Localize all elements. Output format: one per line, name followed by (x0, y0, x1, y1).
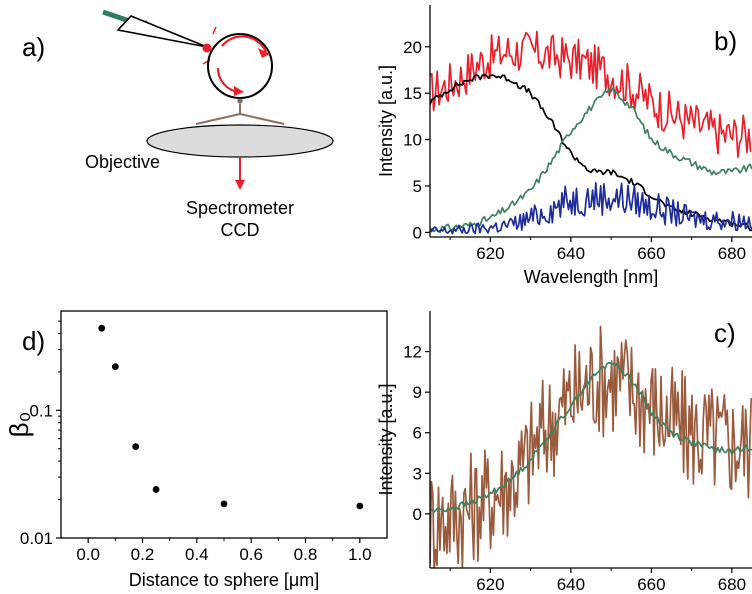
chart-b-series-line-0 (430, 30, 752, 158)
chart-d-y-tick-label-0: 0.01 (20, 529, 53, 548)
chart-b-x-tick-label-0: 620 (476, 244, 504, 263)
chart-d-x-tick-label-4: 0.8 (294, 545, 318, 564)
scatter-ray-1 (212, 26, 217, 35)
chart-d-point-0 (98, 324, 106, 332)
sphere (207, 33, 273, 99)
objective-lens (146, 124, 334, 158)
chart-d-x-tick-label-2: 0.4 (185, 545, 209, 564)
chart-d-x-tick-label-3: 0.6 (239, 545, 263, 564)
chart-d-point-3 (152, 486, 160, 493)
panel-label-b: b) (714, 26, 737, 56)
chart-d-point-5 (356, 502, 364, 510)
chart-panel-c: 620640660680036912Wavelength [nm]Intensi… (376, 311, 752, 594)
chart-d-plot-area (98, 324, 364, 510)
chart-c-y-tick-label-0: 0 (413, 505, 422, 524)
chart-c-y-tick-label-4: 12 (403, 343, 422, 362)
chart-c-y-tick-label-3: 9 (413, 383, 422, 402)
chart-c-x-tick-label-2: 660 (637, 575, 665, 594)
detection-arrowhead (235, 180, 245, 190)
panel-label-d: d) (22, 326, 45, 356)
chart-b-plot-area (430, 30, 752, 235)
chart-panel-b: 620 640 660 680 0 5 10 15 20 Wavelength [nm] Inten… (376, 5, 752, 287)
chart-d-point-4 (220, 500, 228, 508)
chart-b-x-tick-label-3: 680 (718, 244, 746, 263)
fiber-tip (116, 15, 208, 48)
probe-dot (237, 98, 243, 104)
objective-label: Objective (85, 152, 160, 172)
chart-d-x-tick-label-1: 0.2 (131, 545, 155, 564)
panel-label-a: a) (22, 32, 45, 62)
chart-b-x-tick-label-1: 640 (557, 244, 585, 263)
chart-b-y-tick-label-0: 0 (413, 223, 422, 242)
chart-panel-d: 0.0 0.2 0.4 0.6 0.8 1.0 0.01 0.1 Distance to sph… (4, 310, 388, 590)
chart-b-series-line-3 (430, 182, 752, 235)
chart-b-y-tick-label-3: 15 (403, 84, 422, 103)
probe-leg-left (195, 113, 241, 125)
circulating-mode-arrowhead-1 (258, 48, 270, 58)
chart-d-y-axis-label: β₀ (4, 412, 34, 438)
chart-b-x-axis-label: Wavelength [nm] (524, 267, 658, 287)
chart-c-x-tick-label-1: 640 (557, 575, 585, 594)
spectrometer-label: Spectrometer (186, 198, 294, 218)
chart-b-x-tick-label-2: 660 (637, 244, 665, 263)
schematic-panel: a) Objective Spectrometer CCD (22, 9, 334, 240)
chart-c-y-tick-label-1: 3 (413, 464, 422, 483)
chart-c-x-tick-label-3: 680 (718, 575, 746, 594)
chart-d-x-tick-label-0: 0.0 (76, 545, 100, 564)
chart-b-y-tick-label-2: 10 (403, 131, 422, 150)
chart-c-series-line-0 (430, 325, 752, 568)
chart-c-y-tick-label-2: 6 (413, 424, 422, 443)
circulating-mode-arrow-1 (221, 35, 268, 53)
chart-d-x-tick-label-5: 1.0 (348, 545, 372, 564)
chart-b-y-tick-label-4: 20 (403, 38, 422, 57)
circulating-mode-arrowhead-2 (234, 86, 244, 96)
chart-b-series-line-1 (430, 74, 752, 232)
chart-b-series-line-2 (430, 86, 752, 234)
chart-c-y-axis-label: Intensity [a.u.] (376, 383, 396, 495)
chart-b-y-axis-label: Intensity [a.u.] (376, 65, 396, 177)
chart-b-y-tick-label-1: 5 (413, 177, 422, 196)
chart-c-x-tick-label-0: 620 (476, 575, 504, 594)
chart-d-point-1 (111, 363, 119, 371)
ccd-label: CCD (221, 220, 260, 240)
chart-d-x-axis-label: Distance to sphere [μm] (129, 570, 319, 590)
probe-leg-right (239, 113, 285, 125)
chart-c-plot-area (430, 325, 752, 568)
scatterer-dot (202, 43, 212, 53)
chart-c-series-line-1 (430, 361, 752, 513)
chart-d-point-2 (132, 443, 140, 450)
panel-label-c: c) (714, 318, 736, 348)
chart-d-y-tick-label-1: 0.1 (29, 401, 53, 420)
